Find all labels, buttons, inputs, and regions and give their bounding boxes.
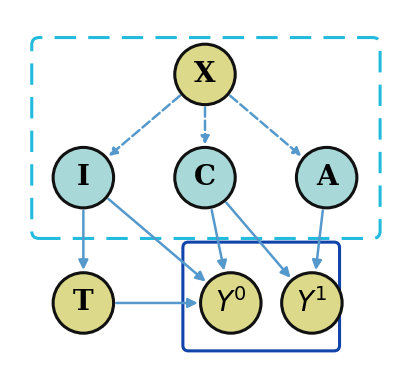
Text: X: X — [194, 61, 215, 88]
Circle shape — [281, 273, 341, 333]
Text: C: C — [193, 164, 216, 191]
Text: $Y^0$: $Y^0$ — [214, 288, 246, 318]
Circle shape — [296, 147, 356, 208]
Circle shape — [53, 273, 113, 333]
Text: A: A — [315, 164, 337, 191]
Circle shape — [200, 273, 261, 333]
Text: T: T — [73, 289, 93, 316]
Circle shape — [53, 147, 113, 208]
Text: $Y^1$: $Y^1$ — [295, 288, 327, 318]
Circle shape — [174, 44, 235, 105]
Text: I: I — [77, 164, 90, 191]
Circle shape — [174, 147, 235, 208]
